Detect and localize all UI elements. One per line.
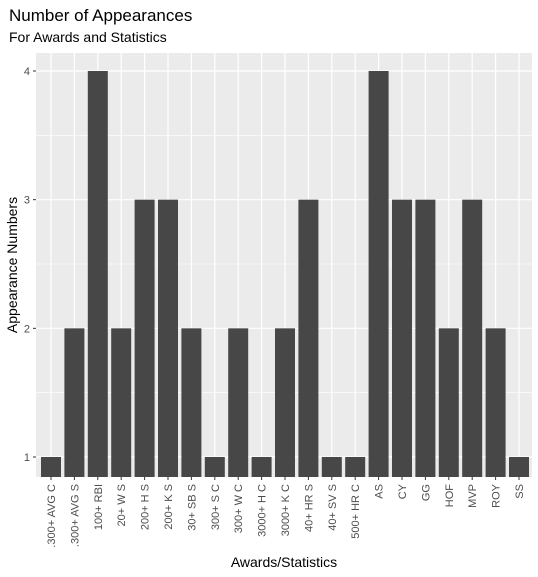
x-tick-label: 3000+ K C (280, 484, 292, 536)
x-tick-label: ROY (491, 483, 503, 508)
bar (64, 328, 85, 477)
x-tick-label: 200+ K S (163, 484, 175, 530)
bar (321, 457, 342, 477)
x-tick-label: 100+ RBI (93, 484, 105, 530)
x-tick-label: AS (374, 484, 386, 499)
x-tick-label: GG (420, 484, 432, 501)
bar (111, 328, 132, 477)
bar (509, 457, 529, 477)
x-tick-label: 300+ S C (210, 484, 222, 530)
x-tick-label: 40+ SV S (327, 484, 339, 531)
x-axis-ticks: .300+ AVG C .300+ AVG S 100+ RBI 20+ W S 200… (46, 477, 526, 548)
x-tick-label: HOF (444, 484, 456, 508)
y-axis-title: Appearance Numbers (4, 197, 20, 333)
bar (298, 199, 319, 477)
bar (204, 457, 225, 477)
bar (368, 71, 389, 477)
x-tick-label: 300+ W C (233, 484, 245, 533)
bar (485, 328, 506, 477)
y-tick-label: 3 (24, 195, 30, 207)
bar (415, 199, 436, 477)
x-tick-label: 200+ H S (140, 484, 152, 530)
bar (462, 199, 483, 477)
x-tick-label: 30+ SB S (186, 484, 198, 531)
x-tick-label: CY (397, 483, 409, 499)
bar (158, 199, 178, 477)
x-tick-label: SS (514, 484, 526, 499)
y-tick-label: 1 (24, 452, 30, 464)
x-axis-title: Awards/Statistics (231, 554, 337, 570)
chart-title: Number of Appearances (9, 6, 192, 25)
y-tick-label: 4 (24, 66, 30, 78)
x-tick-label: 40+ HR S (303, 484, 315, 532)
bar (392, 199, 412, 477)
bar (228, 328, 249, 477)
y-axis-ticks: 1 2 3 4 (24, 66, 36, 464)
bars (41, 71, 529, 477)
bar (134, 199, 155, 477)
bar (251, 457, 272, 477)
y-tick-label: 2 (24, 323, 30, 335)
x-tick-label: 500+ HR C (350, 484, 362, 539)
bar (345, 457, 366, 477)
bar (275, 328, 295, 477)
chart-subtitle: For Awards and Statistics (9, 29, 167, 45)
x-tick-label: .300+ AVG S (69, 484, 81, 547)
bar (181, 328, 202, 477)
bar (41, 457, 61, 477)
x-tick-label: 3000+ H C (257, 484, 269, 537)
x-tick-label: MVP (467, 484, 479, 508)
x-tick-label: .300+ AVG C (46, 484, 58, 548)
x-tick-label: 20+ W S (116, 484, 128, 527)
bar (438, 328, 459, 477)
bar (87, 71, 108, 477)
